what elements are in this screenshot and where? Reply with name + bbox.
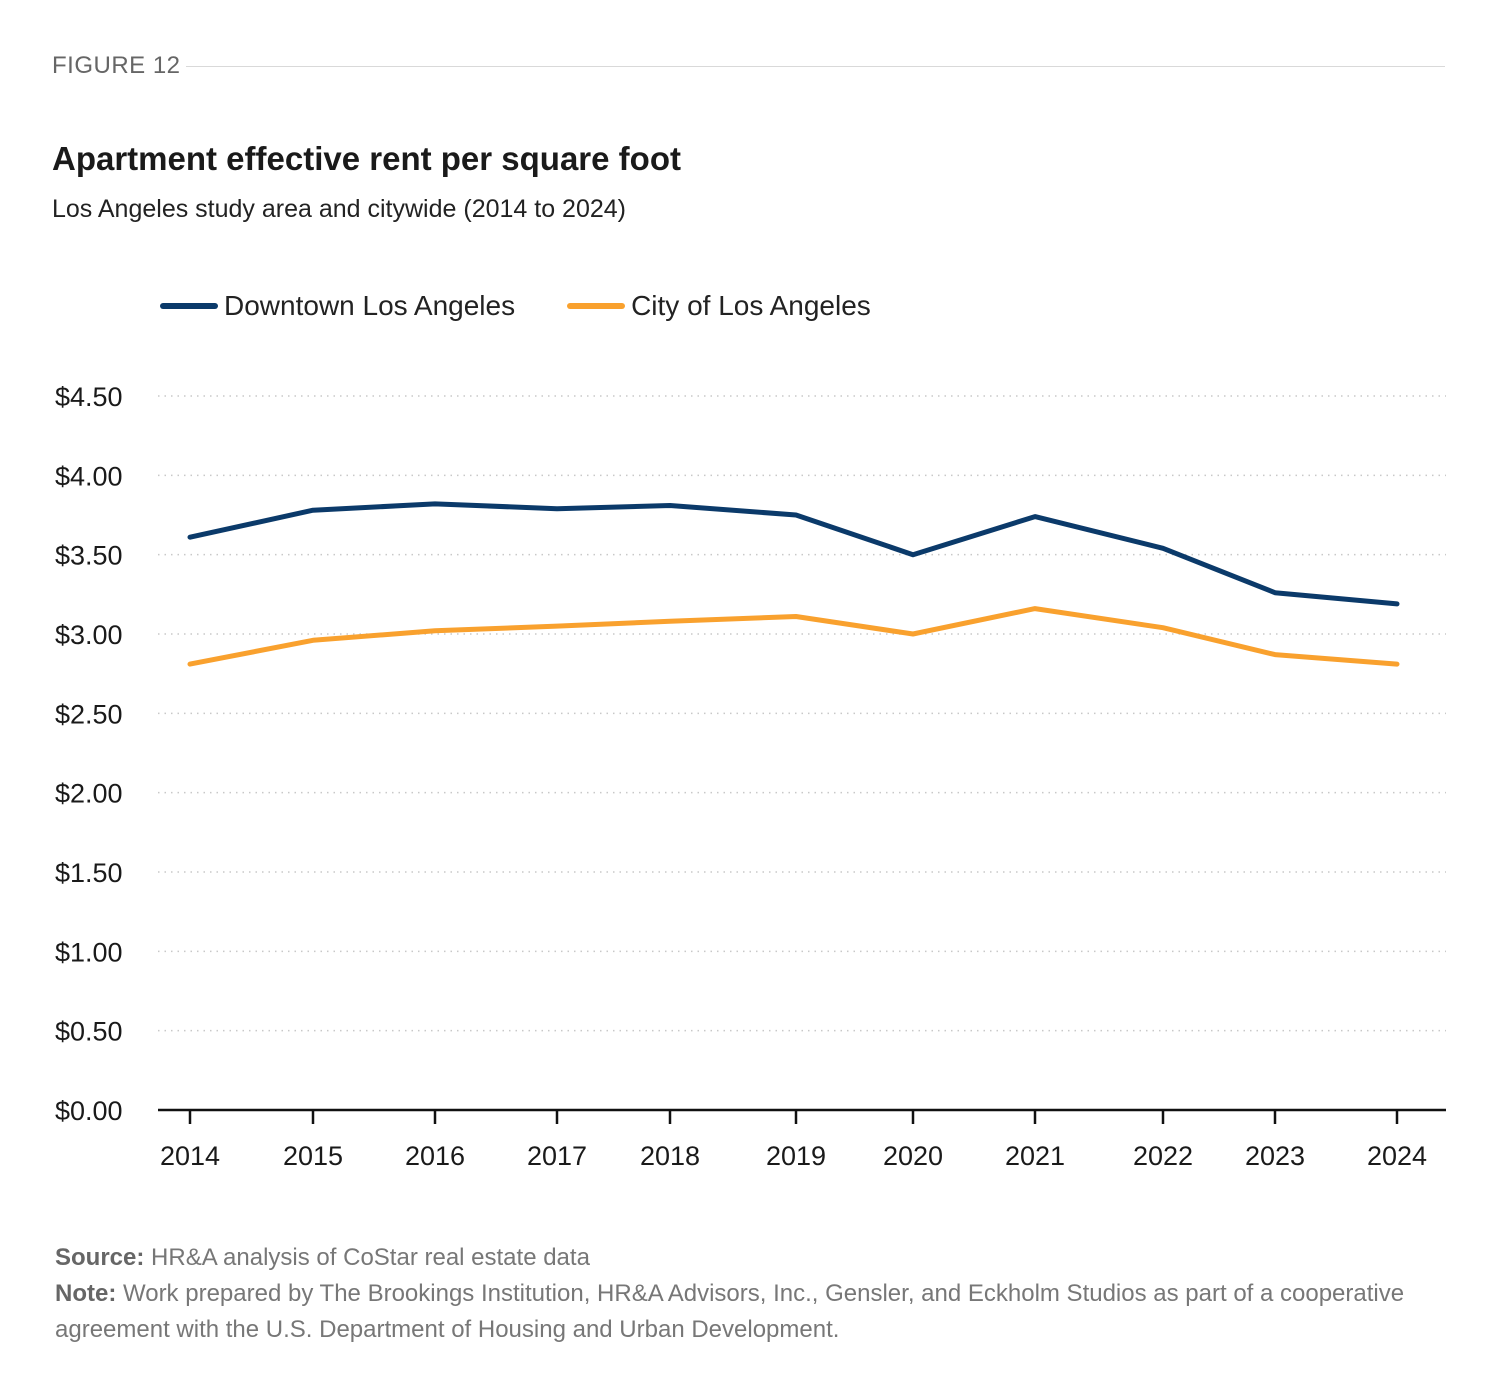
legend-label-city: City of Los Angeles xyxy=(631,290,871,321)
y-tick-label: $1.50 xyxy=(55,858,123,888)
y-tick-label: $2.50 xyxy=(55,699,123,729)
y-tick-label: $3.50 xyxy=(55,541,123,571)
y-tick-label: $0.50 xyxy=(55,1017,123,1047)
legend-label-downtown: Downtown Los Angeles xyxy=(224,290,516,321)
x-tick-label: 2024 xyxy=(1367,1141,1427,1171)
legend-item-city: City of Los Angeles xyxy=(567,290,871,322)
source-text: HR&A analysis of CoStar real estate data xyxy=(151,1244,590,1271)
note-line: Note: Work prepared by The Brookings Ins… xyxy=(55,1276,1455,1348)
note-label: Note: xyxy=(55,1280,117,1307)
x-tick-label: 2021 xyxy=(1005,1141,1065,1171)
x-tick-label: 2020 xyxy=(883,1141,943,1171)
figure-divider xyxy=(186,66,1445,67)
y-tick-label: $4.00 xyxy=(55,461,123,491)
y-tick-label: $1.00 xyxy=(55,937,123,967)
x-tick-label: 2019 xyxy=(766,1141,826,1171)
legend-swatch-city xyxy=(567,303,626,309)
figure-label: FIGURE 12 xyxy=(52,52,181,79)
y-tick-label: $0.00 xyxy=(55,1096,123,1126)
x-tick-label: 2018 xyxy=(640,1141,700,1171)
chart-subtitle: Los Angeles study area and citywide (201… xyxy=(52,195,626,223)
chart-title: Apartment effective rent per square foot xyxy=(52,140,681,177)
note-text: Work prepared by The Brookings Instituti… xyxy=(55,1280,1405,1343)
series-line-downtown xyxy=(187,501,1400,607)
x-tick-label: 2017 xyxy=(527,1141,587,1171)
legend-swatch-downtown xyxy=(160,303,218,309)
y-tick-label: $2.00 xyxy=(55,779,123,809)
y-tick-label: $3.00 xyxy=(55,620,123,650)
source-label: Source: xyxy=(55,1244,145,1271)
x-tick-label: 2014 xyxy=(160,1141,220,1171)
chart-footer: Source: HR&A analysis of CoStar real est… xyxy=(55,1240,1455,1348)
x-tick-label: 2015 xyxy=(283,1141,343,1171)
y-tick-label: $4.50 xyxy=(55,382,123,412)
line-chart: $0.00 $0.50 $1.00 $1.50 $2.00 $2.50 $3.00 $3.50… xyxy=(55,382,1446,1171)
legend-item-downtown: Downtown Los Angeles xyxy=(160,290,515,322)
x-tick-label: 2023 xyxy=(1245,1141,1305,1171)
series-line-city xyxy=(187,606,1400,667)
x-tick-label: 2022 xyxy=(1133,1141,1193,1171)
x-tick-label: 2016 xyxy=(405,1141,465,1171)
chart-legend: Downtown Los Angeles City of Los Angeles xyxy=(160,290,871,322)
source-line: Source: HR&A analysis of CoStar real est… xyxy=(55,1240,1455,1276)
